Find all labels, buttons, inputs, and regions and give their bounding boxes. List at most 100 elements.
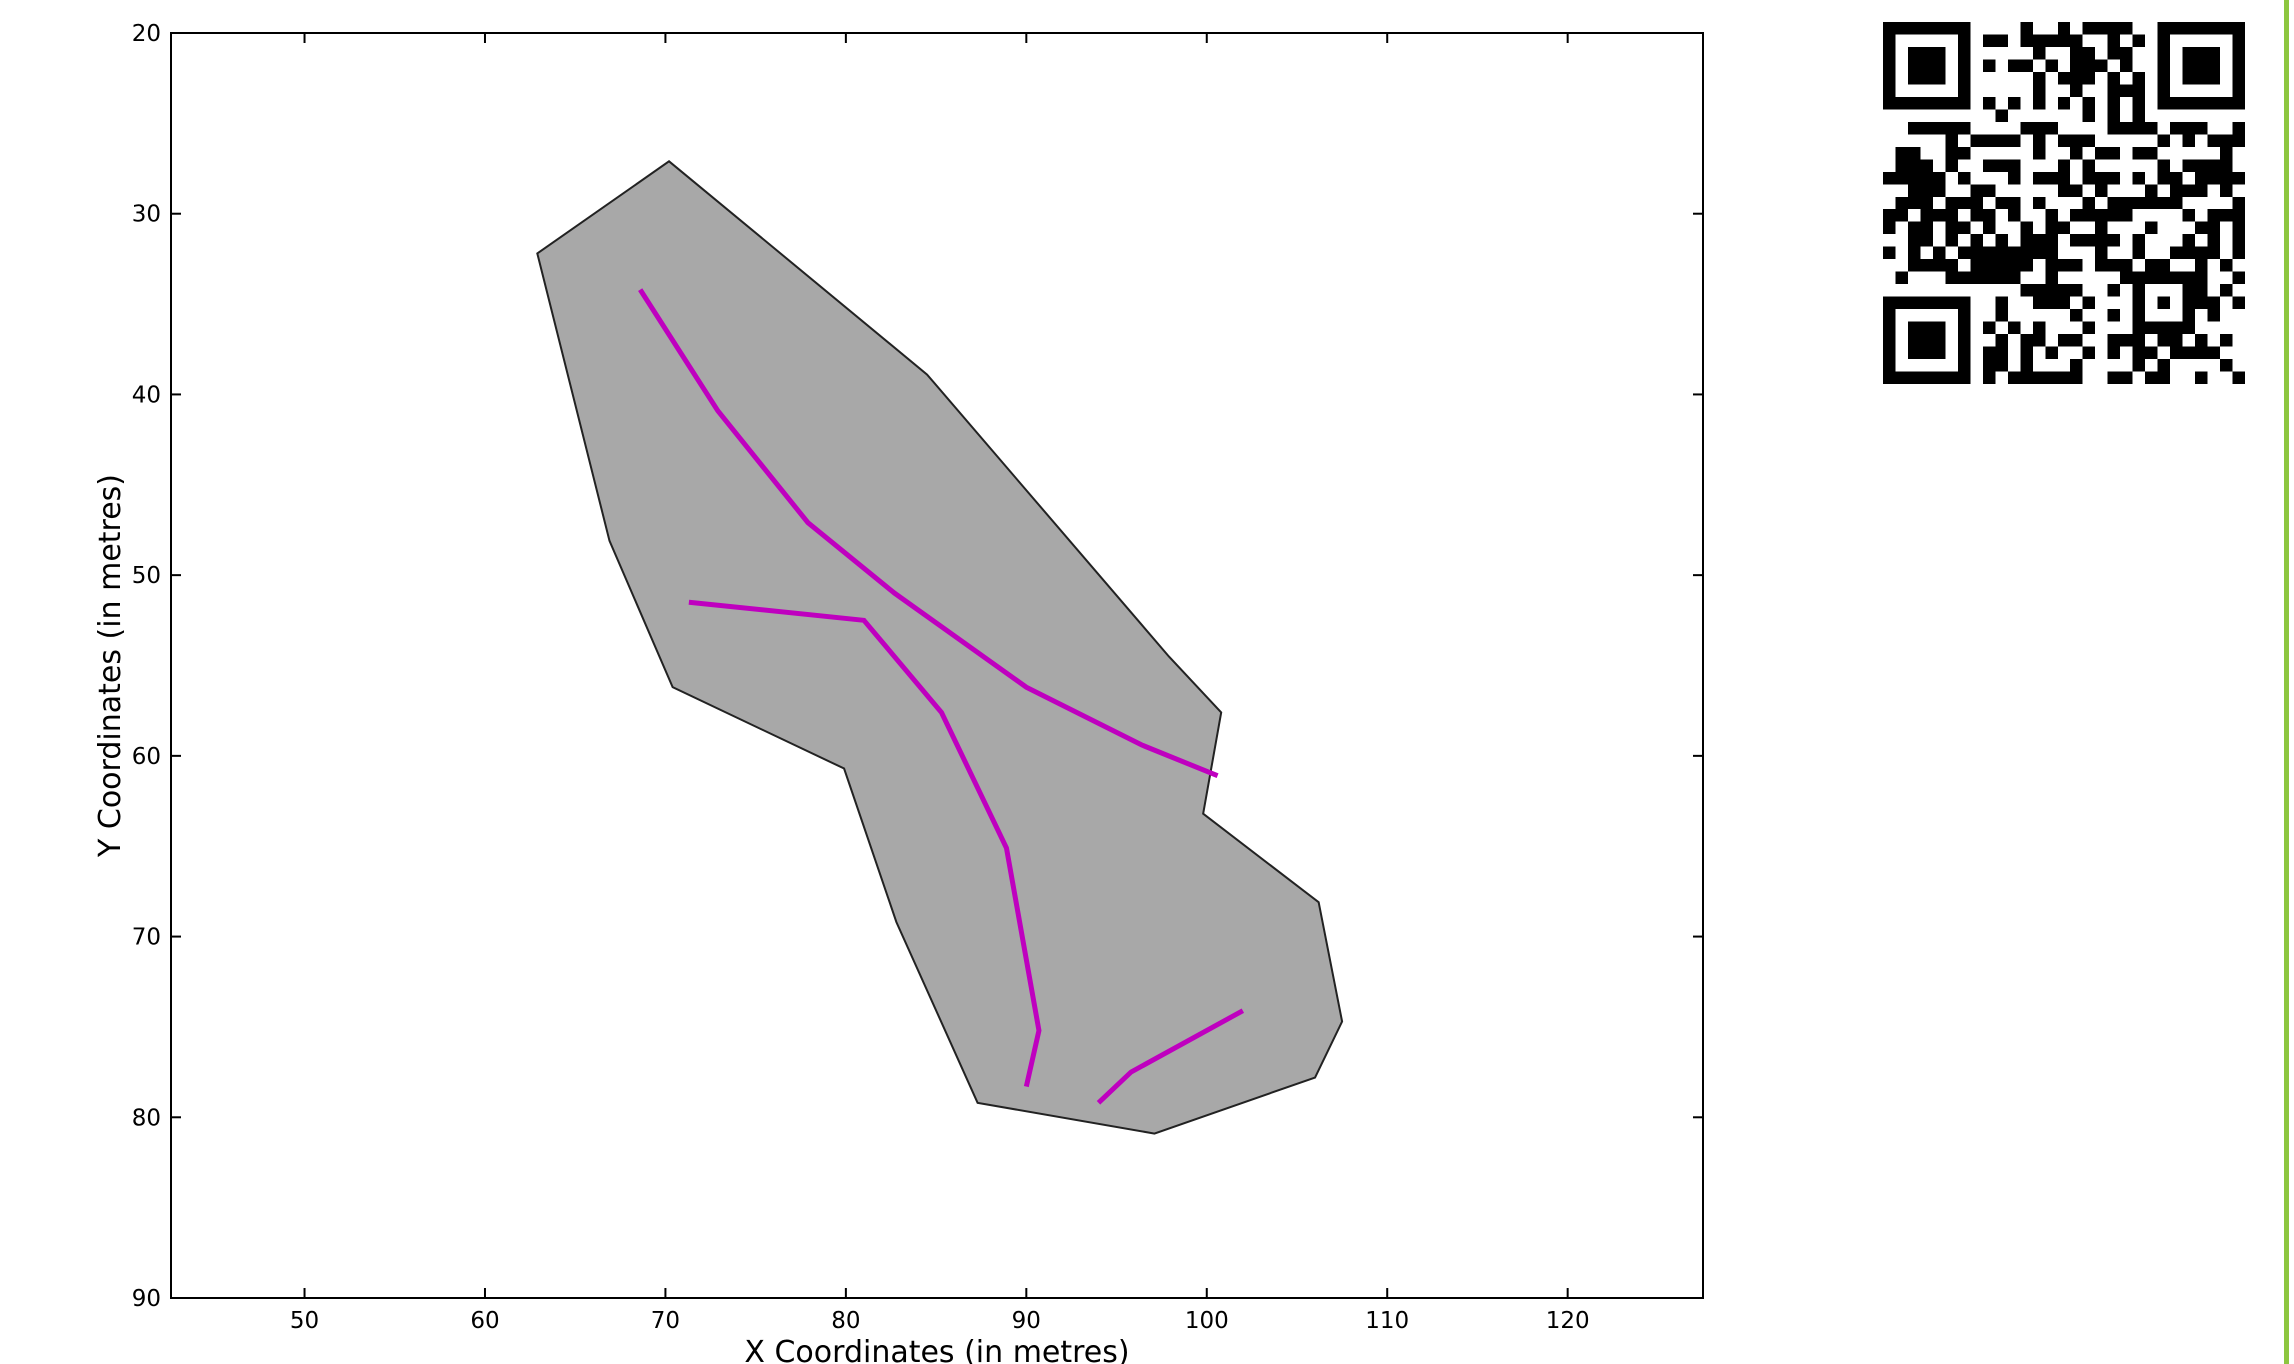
qr-module	[1907, 334, 1921, 347]
qr-module	[2032, 246, 2046, 260]
qr-module	[2207, 309, 2221, 322]
qr-module	[1995, 134, 2008, 147]
qr-module	[1932, 346, 1946, 360]
qr-module	[2045, 34, 2058, 47]
qr-module	[1995, 234, 2008, 247]
qr-module	[2207, 246, 2221, 260]
qr-module	[2057, 221, 2071, 235]
plot-area	[536, 160, 1344, 1135]
qr-module	[2032, 234, 2046, 247]
qr-module	[1920, 196, 1933, 210]
qr-module	[2170, 246, 2183, 260]
qr-module	[1995, 196, 2008, 210]
qr-module	[1957, 34, 1971, 47]
qr-module	[2082, 171, 2096, 185]
qr-module	[2045, 259, 2058, 272]
qr-module	[2082, 321, 2096, 335]
qr-module	[2195, 121, 2208, 135]
qr-module	[2195, 284, 2208, 297]
qr-module	[1932, 96, 1946, 110]
y-tick-label: 20	[132, 21, 161, 47]
qr-module	[2032, 146, 2046, 160]
qr-module	[2045, 59, 2058, 72]
qr-module	[2107, 309, 2121, 322]
qr-module	[1982, 209, 1996, 222]
qr-module	[2007, 321, 2021, 335]
qr-module	[2182, 46, 2196, 60]
qr-module	[2057, 159, 2071, 172]
qr-module	[2182, 96, 2196, 110]
qr-module	[1895, 146, 1908, 160]
qr-module	[2195, 334, 2208, 347]
qr-module	[2020, 346, 2033, 360]
qr-module	[2082, 196, 2096, 210]
qr-module	[1920, 71, 1933, 85]
qr-module	[1907, 234, 1921, 247]
qr-module	[2132, 234, 2146, 247]
qr-module	[2070, 46, 2083, 60]
qr-module	[2120, 259, 2133, 272]
qr-module	[1957, 321, 1971, 335]
qr-module	[2095, 59, 2108, 72]
qr-module	[1907, 371, 1921, 384]
qr-module	[2132, 71, 2146, 85]
qr-module	[2195, 96, 2208, 110]
qr-module	[2095, 146, 2108, 160]
qr-module	[2082, 209, 2096, 222]
qr-module	[1920, 96, 1933, 110]
qr-module	[2157, 96, 2171, 110]
qr-module	[2182, 22, 2196, 35]
qr-module	[2195, 46, 2208, 60]
qr-module	[2207, 22, 2221, 35]
qr-module	[2070, 184, 2083, 197]
qr-module	[1883, 346, 1896, 360]
qr-module	[1932, 371, 1946, 384]
qr-module	[2195, 221, 2208, 235]
qr-module	[1907, 246, 1921, 260]
qr-module	[2095, 234, 2108, 247]
qr-module	[2220, 284, 2233, 297]
qr-module	[1895, 159, 1908, 172]
qr-module	[2132, 246, 2146, 260]
qr-module	[1970, 209, 1983, 222]
qr-module	[1907, 196, 1921, 210]
qr-module	[2182, 134, 2196, 147]
qr-module	[2057, 284, 2071, 297]
qr-module	[2157, 321, 2171, 335]
qr-module	[2032, 84, 2046, 97]
qr-module	[2220, 159, 2233, 172]
qr-module	[2170, 321, 2183, 335]
qr-module	[2020, 221, 2033, 235]
qr-module	[1982, 371, 1996, 384]
qr-module	[1982, 134, 1996, 147]
qr-module	[1932, 184, 1946, 197]
qr-module	[1920, 259, 1933, 272]
qr-module	[2145, 121, 2158, 135]
qr-module	[1907, 96, 1921, 110]
qr-module	[2095, 22, 2108, 35]
qr-module	[1883, 296, 1896, 310]
qr-module	[2157, 371, 2171, 384]
qr-module	[2070, 34, 2083, 47]
qr-module	[2132, 171, 2146, 185]
qr-module	[2095, 171, 2108, 185]
qr-module	[1920, 159, 1933, 172]
qr-module	[2032, 134, 2046, 147]
qr-module	[2007, 96, 2021, 110]
qr-module	[2107, 46, 2121, 60]
qr-module	[2107, 334, 2121, 347]
qr-module	[1957, 171, 1971, 185]
qr-module	[2082, 134, 2096, 147]
qr-module	[2170, 96, 2183, 110]
qr-module	[2157, 59, 2171, 72]
qr-module	[1970, 259, 1983, 272]
qr-module	[2207, 209, 2221, 222]
qr-module	[1920, 171, 1933, 185]
qr-module	[2157, 134, 2171, 147]
axis-ticks: 50 60 70 80 90 100 110 120 20 30 40 50 60 70 80 90	[132, 21, 1703, 1334]
qr-module	[2132, 271, 2146, 285]
qr-module	[2082, 109, 2096, 122]
qr-module	[2020, 259, 2033, 272]
qr-module	[2195, 171, 2208, 185]
x-tick-label: 70	[651, 1308, 680, 1334]
